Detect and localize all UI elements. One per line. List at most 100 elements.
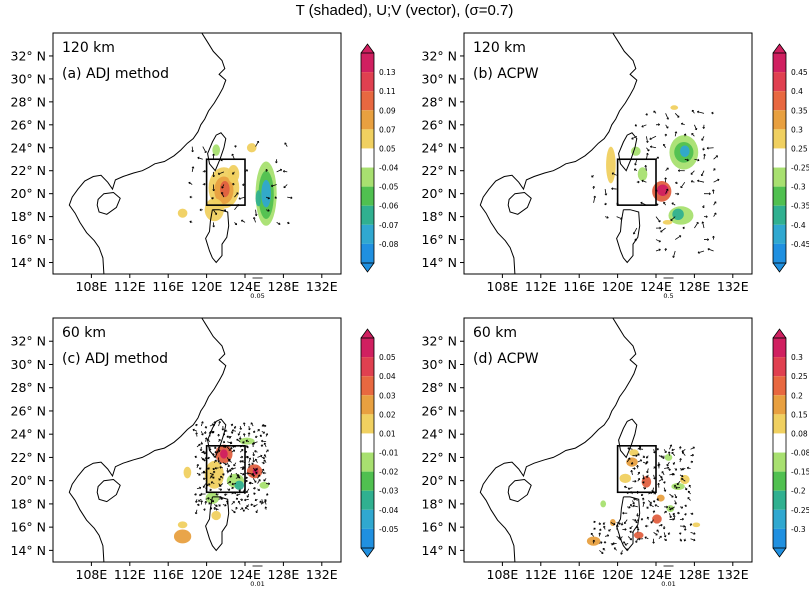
wind-vector [212,453,215,458]
wind-vector [231,449,235,453]
wind-vector-head [592,185,596,188]
wind-vector-head [638,537,640,541]
wind-vector-head [254,480,257,483]
colorbar-segment [773,72,786,92]
colorbar-segment [361,471,374,491]
wind-vector-head [218,504,221,507]
panel-label: (c) ADJ method [62,351,168,367]
wind-vector [246,493,250,498]
wind-vector [697,111,705,114]
wind-vector-head [191,166,195,169]
colorbar-segment [773,53,786,73]
wind-vector-head [684,513,687,516]
colorbar-segment [773,357,786,377]
wind-vector-head [236,192,239,195]
x-tick-label: 112E [114,279,146,294]
wind-vector-head [611,172,614,175]
colorbar-segment [361,72,374,92]
colorbar-tick-label: 0.01 [379,429,396,438]
wind-vector-head [717,178,720,182]
y-tick-label: 28° N [422,380,457,395]
colorbar-tick-label: 0.35 [791,106,808,115]
wind-vector-head [214,212,218,215]
hainan-coast [96,478,121,503]
panel-label: (d) ACPW [473,351,539,367]
wind-vector [649,504,654,508]
target-region-box [205,158,246,206]
colorbar-segment [361,528,374,548]
colorbar-segment [361,338,374,358]
wind-vector-head [641,497,645,500]
wind-vector-head [222,433,226,436]
wind-vector-head [691,453,694,457]
wind-vector [626,457,631,463]
wind-vector-head [241,449,244,452]
wind-vector [234,192,239,198]
colorbar-segment [773,129,786,149]
colorbar-segment [361,186,374,206]
wind-vector-head [620,217,623,220]
wind-vector [713,212,717,217]
wind-vector-head [645,460,648,464]
x-tick-label: 124E [229,279,261,294]
wind-vector-head [654,504,657,507]
wind-vector-head [664,133,668,136]
wind-vector [598,532,601,537]
map-content [68,33,293,274]
wind-vector-head [672,462,676,465]
colorbar-segment [773,376,786,396]
wind-vector-head [591,175,594,178]
wind-vector-head [219,461,222,465]
wind-vector [196,487,202,490]
wind-vector-head [246,495,250,498]
wind-vector-head [604,193,608,196]
wind-vector [257,479,261,484]
wind-vector-head [669,444,673,447]
wind-vector-head [656,156,659,159]
wind-vector-head [194,493,197,496]
wind-vector-head [238,197,241,200]
colorbar-tick-label: -0.08 [379,240,399,249]
wind-vector [241,219,246,223]
wind-vector-head [690,180,693,183]
wind-vector-head [681,474,684,478]
wind-vector-head [204,150,207,154]
wind-vector-head [619,538,622,541]
wind-vector-head [209,507,213,510]
wind-vector [641,180,647,183]
wind-vector-head [672,255,675,258]
wind-vector-head [655,533,658,536]
wind-vector-head [600,541,603,544]
wind-vector-head [681,467,685,471]
y-tick-label: 32° N [11,48,46,63]
wind-vector-head [715,155,718,158]
colorbar-bottom-arrow [360,547,375,558]
wind-vector-head [211,499,215,503]
wind-vector-head [218,484,221,487]
wind-vector [205,437,207,442]
wind-vector [701,136,705,141]
wind-vector-head [687,490,691,493]
wind-vector-head [254,435,258,439]
wind-vector [652,487,654,492]
wind-vector-head [287,221,290,225]
wind-vector-head [693,538,696,542]
wind-vector-head [707,238,709,241]
wind-vector-head [246,505,249,508]
colorbar-frame [772,52,787,264]
wind-vector-head [644,536,647,539]
colorbar-tick-label: -0.04 [379,506,399,515]
wind-vector [694,158,700,161]
wind-vector-head [226,435,229,439]
wind-vector-head [226,470,229,473]
wind-vector-head [635,520,638,524]
wind-vector-head [255,471,258,475]
wind-vector [252,478,257,483]
wind-vector [671,506,675,510]
wind-vector-head [210,475,213,478]
wind-vector-head [634,479,637,483]
colorbar-segment [773,452,786,472]
wind-vector-head [267,196,270,200]
wind-vector-head [664,450,667,454]
colorbar-segment [361,148,374,168]
